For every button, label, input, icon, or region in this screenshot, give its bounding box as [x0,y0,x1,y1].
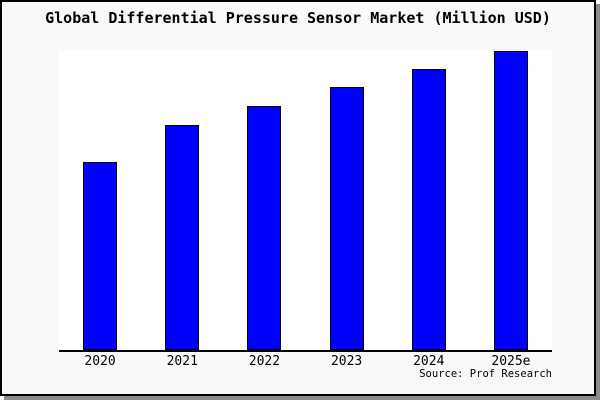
bar-slot [59,50,141,350]
plot-area [59,50,552,352]
source-credit: Source: Prof Research [419,368,552,380]
bar-2025e [493,51,528,350]
chart-title: Global Differential Pressure Sensor Mark… [45,9,551,27]
bars-row [59,50,552,350]
bar-slot [223,50,305,350]
x-tick-label-2024: 2024 [413,354,445,369]
bar-slot [388,50,470,350]
bar-2022 [247,106,282,350]
x-axis-labels: 2020 2021 2022 2023 2024 2025e [59,354,552,369]
bar-2023 [329,87,364,350]
x-tick-label-2022: 2022 [248,354,281,369]
bar-slot [306,50,388,350]
x-tick-label-2023: 2023 [330,354,363,369]
bar-slot [141,50,223,350]
bar-2021 [165,125,200,350]
x-tick-label-2025e: 2025e [491,354,531,369]
bar-2020 [83,162,118,350]
x-tick-label-2020: 2020 [84,354,116,369]
bar-slot [470,50,552,350]
x-tick-label-2021: 2021 [166,354,198,369]
bar-2024 [411,69,446,350]
